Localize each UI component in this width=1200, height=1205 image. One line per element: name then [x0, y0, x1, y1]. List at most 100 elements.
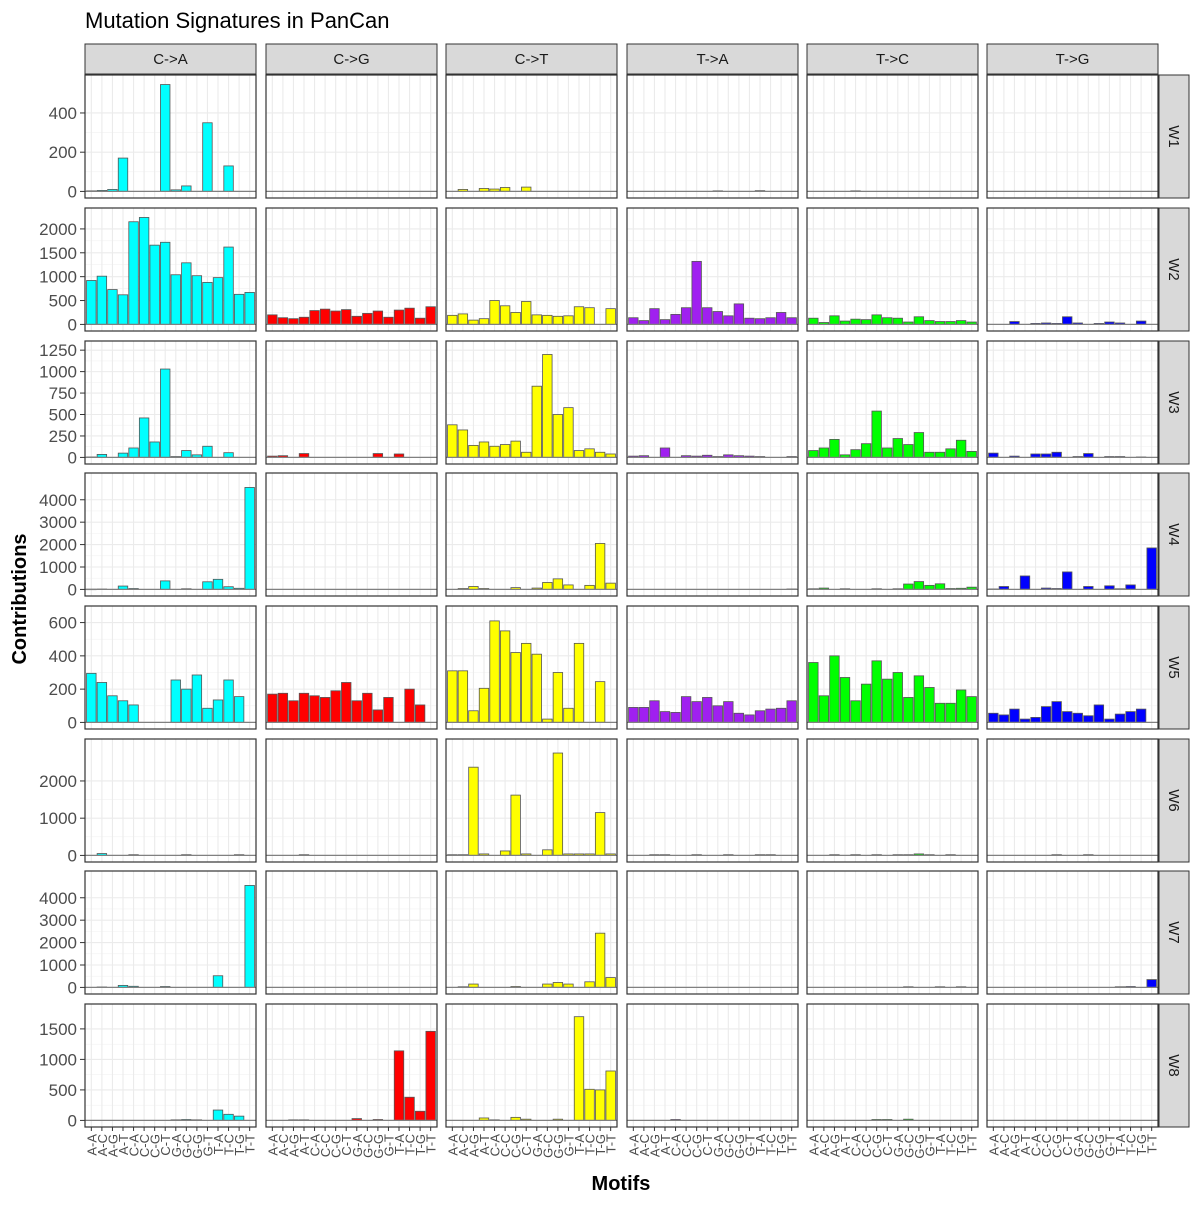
x-tick-label: T-T — [1145, 1134, 1160, 1154]
bar-W1-C-to-A-A-T — [117, 157, 129, 192]
x-tick-label: C-C — [859, 1134, 874, 1157]
x-tick-label: A-A — [84, 1134, 99, 1156]
bar-W2-C-to-G-T-A — [393, 309, 405, 325]
bar-W2-T-to-C-C-C — [860, 319, 872, 325]
bar-W5-C-to-G-C-G — [330, 690, 341, 723]
bar-W3-C-to-T-C-A — [489, 445, 500, 458]
bar-W2-C-to-G-A-T — [298, 316, 310, 325]
panel-background — [987, 341, 1158, 464]
bar-W6-C-to-T-G-G — [552, 752, 564, 856]
panel-border — [806, 340, 979, 465]
bar-W2-C-to-G-A-G — [288, 318, 299, 325]
bar-W5-T-to-A-T-C — [765, 708, 776, 723]
row-strip-label: W4 — [1165, 523, 1182, 546]
panel-background — [627, 739, 798, 862]
x-tick-label: G-A — [891, 1134, 906, 1157]
panel-background — [627, 75, 798, 198]
panel-border — [626, 472, 799, 597]
bar-W5-T-to-A-C-A — [670, 712, 681, 723]
bar-W2-C-to-T-T-C — [584, 307, 595, 325]
panel-background — [266, 871, 437, 994]
y-tick-label: 0 — [68, 182, 77, 201]
x-tick-label: A-T — [838, 1134, 853, 1155]
bar-W4-T-to-G-A-T — [1019, 575, 1031, 590]
bar-W8-C-to-G-T-A — [393, 1050, 405, 1121]
bar-W2-T-to-A-A-T — [659, 319, 671, 325]
bar-W2-C-to-A-C-C — [138, 217, 150, 325]
bar-W2-C-to-T-G-G — [552, 315, 564, 325]
bar-W8-C-to-G-T-C — [404, 1096, 415, 1121]
x-tick-label: G-G — [190, 1134, 205, 1159]
bar-W2-C-to-T-A-C — [457, 313, 469, 325]
panel-background — [85, 473, 256, 596]
bar-W5-T-to-G-G-C — [1083, 715, 1094, 723]
panel-background — [85, 871, 256, 994]
bar-W6-C-to-T-C-C — [499, 850, 511, 856]
y-tick-label: 4000 — [39, 491, 77, 510]
bar-W2-C-to-T-C-C — [499, 305, 511, 325]
bar-W2-C-to-A-T-C — [223, 246, 234, 325]
panel-border — [265, 870, 438, 995]
x-tick-label: G-G — [371, 1134, 386, 1159]
x-tick-label: G-C — [179, 1134, 194, 1158]
y-tick-label: 0 — [68, 713, 77, 732]
bar-W5-T-to-C-C-T — [882, 678, 893, 723]
x-tick-label: T-G — [954, 1134, 969, 1156]
bar-W7-C-to-A-T-A — [212, 975, 224, 988]
bar-W3-T-to-C-T-C — [945, 448, 956, 458]
bar-W5-C-to-A-G-A — [170, 679, 181, 723]
x-tick-label: T-A — [933, 1134, 948, 1155]
panel-border — [806, 74, 979, 199]
bar-W5-C-to-A-A-T — [117, 700, 129, 723]
x-tick-label: C-T — [158, 1134, 173, 1156]
bar-W4-C-to-A-C-T — [160, 580, 171, 590]
bar-W4-T-to-C-G-C — [903, 583, 914, 590]
x-tick-label: C-C — [137, 1134, 152, 1157]
bar-W2-C-to-A-T-T — [244, 292, 255, 325]
bar-W2-T-to-A-T-T — [786, 317, 797, 325]
x-tick-label: G-G — [912, 1134, 927, 1159]
bar-W3-C-to-T-G-A — [531, 385, 542, 458]
bar-W5-T-to-A-A-C — [638, 707, 650, 723]
panel-border — [445, 738, 618, 863]
bar-W3-C-to-A-C-G — [149, 441, 160, 458]
panel-background — [266, 473, 437, 596]
bar-W2-C-to-A-C-A — [128, 221, 139, 325]
bar-W5-T-to-C-A-C — [818, 695, 830, 723]
x-tick-label: A-G — [286, 1134, 301, 1157]
bar-W5-C-to-A-A-C — [96, 682, 108, 723]
row-strip-label: W1 — [1165, 125, 1182, 148]
y-tick-label: 1000 — [39, 268, 77, 287]
panel-border — [265, 738, 438, 863]
panel-border — [806, 207, 979, 332]
panel-border — [626, 605, 799, 730]
panel-border — [986, 472, 1159, 597]
bar-W2-C-to-G-G-T — [383, 316, 394, 325]
bar-W3-C-to-T-C-T — [521, 451, 532, 458]
panel-background — [987, 473, 1158, 596]
bar-W5-C-to-G-G-G — [372, 709, 384, 723]
bar-W5-T-to-A-T-A — [754, 710, 766, 723]
bar-W2-C-to-G-A-C — [277, 317, 289, 325]
panel-border — [445, 207, 618, 332]
bar-W2-C-to-G-G-A — [351, 315, 362, 325]
bar-W7-C-to-A-T-T — [244, 885, 255, 988]
x-tick-label: G-C — [721, 1134, 736, 1158]
panel-background — [446, 606, 617, 729]
panel-border — [986, 1003, 1159, 1128]
bar-W4-C-to-A-T-T — [244, 487, 255, 590]
bar-W5-T-to-A-T-T — [786, 700, 797, 723]
bar-W5-T-to-A-A-G — [649, 700, 660, 723]
x-tick-label: T-A — [572, 1134, 587, 1155]
bar-W2-T-to-C-C-A — [850, 318, 861, 325]
y-tick-label: 1500 — [39, 1020, 77, 1039]
bar-W2-C-to-G-C-G — [330, 310, 341, 325]
bar-W6-C-to-T-A-G — [468, 766, 479, 856]
bar-W5-C-to-G-C-C — [319, 697, 331, 723]
bar-W5-T-to-A-G-T — [744, 714, 755, 723]
bar-W2-C-to-T-C-G — [510, 312, 521, 325]
bar-W3-C-to-T-A-C — [457, 429, 469, 458]
bar-W2-C-to-G-G-G — [372, 310, 384, 325]
x-tick-label: T-C — [764, 1134, 779, 1155]
row-strip-W6 — [1158, 738, 1190, 863]
